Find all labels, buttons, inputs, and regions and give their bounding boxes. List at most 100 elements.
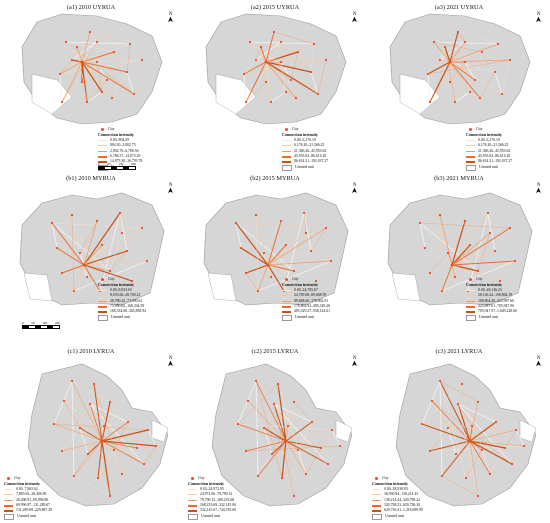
unrated-swatch [372,513,382,520]
scale-bar: 0 65 130 260 [98,162,136,170]
city-dot-icon [262,426,266,430]
connection-line [255,380,283,479]
north-arrow-icon: N ➤ [166,356,176,367]
city-dot-icon [463,219,467,223]
legend-swatch [466,305,475,308]
city-dot-icon [95,40,99,44]
city-dot-icon [294,96,298,100]
admin-boundary [119,212,128,252]
connection-line [257,475,295,497]
city-dot-icon [244,449,248,453]
connection-line [477,250,496,272]
legend-swatch [466,290,475,291]
map-legend: City Connection intensity 0.03–24,972.05 24… [188,476,236,520]
connection-line [63,400,81,429]
city-dot-icon [468,90,472,94]
city-dot-icon [304,472,308,476]
legend-swatch [188,499,197,502]
legend-class-label: 2,802.76–6,786.56 [110,148,139,153]
connection-line [433,41,503,95]
legend-title: Connection intensity [466,132,503,138]
north-label: N [168,183,173,188]
legend-swatch [4,499,13,502]
city-dot-icon [469,128,472,132]
legend-class-label: 131,289.68–229,887.28 [16,508,53,513]
connection-line [285,440,295,497]
legend-class-label: 320,798.23–629,736.30 [384,503,421,508]
connection-line [449,61,466,83]
city-dot-icon [486,211,490,215]
connection-line [87,440,103,455]
connection-line [457,403,473,427]
legend-class-label: 6,176.20–21,366.25 [478,143,509,148]
connection-line [83,220,98,266]
admin-boundary [257,260,332,292]
connection-line [469,440,479,497]
connection-line [441,264,453,292]
city-dot-icon [443,45,447,49]
city-dot-icon [500,92,504,96]
connection-line [263,220,282,254]
city-dot-icon [468,243,472,247]
connection-line [501,59,511,95]
connection-line [247,400,329,465]
connection-line [81,61,113,99]
legend-swatch [98,300,107,303]
connection-line [451,244,471,266]
connection-line [457,403,471,442]
connection-line [429,272,443,292]
admin-boundary [467,212,489,292]
connection-line [101,440,111,497]
city-dot-icon [488,472,492,476]
legend-class-label: 0.00–6,176.19 [294,137,316,142]
connection-line [281,449,299,479]
connection-line [427,61,451,75]
city-dot-icon [453,275,457,279]
north-label: N [352,183,357,188]
connection-line [461,383,491,475]
city-dot-icon [279,40,283,44]
legend-unrated-label: Unrated unit [295,165,315,170]
admin-boundary [457,403,513,465]
legend-swatch [466,300,475,303]
admin-boundary [51,222,58,249]
legend-class-label: 7,865.63–28,406.90 [16,492,47,497]
connection-line [449,61,503,95]
city-dot-icon [508,58,512,62]
legend-swatch [466,145,475,147]
connection-line [71,46,78,61]
connection-line [439,214,443,292]
connection-line [93,383,123,475]
legend-swatch [466,150,475,153]
city-dot-icon [259,45,263,49]
legend-swatch [372,509,381,513]
city-dot-icon [428,449,432,453]
admin-boundary [439,380,443,477]
connection-line [270,79,292,103]
city-dot-icon [460,382,464,386]
legend-class-label: 86,614.21–192,037.27 [478,159,513,164]
connection-line [267,264,272,278]
connection-line [290,51,299,81]
legend-unrated-label: Unrated unit [17,514,37,519]
city-dot-icon [146,428,150,432]
legend-class-label: 86,614.21–192,037.27 [294,159,329,164]
scale-tick-label: 100 [42,321,48,325]
legend-swatch [466,160,475,164]
city-dot-icon [314,279,318,283]
connection-line [273,403,295,497]
connection-line [133,59,143,95]
legend-title: Connection intensity [4,481,41,487]
legend-swatch [4,489,13,490]
city-dot-icon [428,100,432,104]
unrated-swatch [466,314,476,321]
city-dot-icon [60,100,64,104]
city-dot-icon [503,446,507,450]
connection-line [260,46,272,103]
connection-line [245,445,341,452]
city-dot-icon [289,78,293,82]
city-dot-icon [246,399,250,403]
city-dot-icon [239,246,243,250]
city-dot-icon [319,446,323,450]
connection-line [285,421,313,442]
